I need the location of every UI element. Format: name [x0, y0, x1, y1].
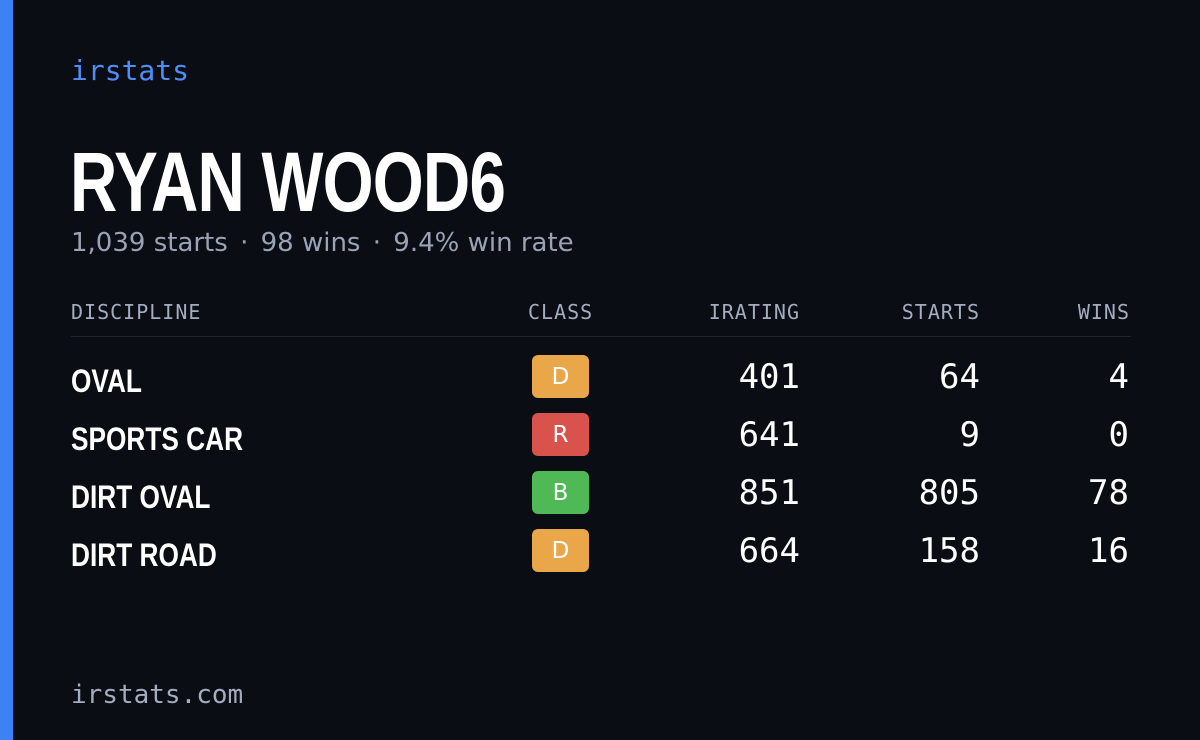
table-body: OVAL D 401 64 4 SPORTS CAR R 641 9 0 DIR…: [71, 337, 1131, 585]
table-header: DISCIPLINE CLASS IRATING STARTS WINS: [71, 296, 1131, 337]
irating-value: 401: [738, 357, 800, 397]
header-starts: STARTS: [901, 300, 980, 324]
header-wins: WINS: [1077, 300, 1130, 324]
table-row: DIRT OVAL B 851 805 78: [71, 469, 1131, 527]
discipline-name: OVAL: [71, 363, 142, 399]
table-row: OVAL D 401 64 4: [71, 353, 1131, 411]
stats-table: DISCIPLINE CLASS IRATING STARTS WINS OVA…: [71, 296, 1131, 585]
wins-value: 4: [1108, 357, 1129, 397]
table-row: SPORTS CAR R 641 9 0: [71, 411, 1131, 469]
class-badge: D: [532, 529, 589, 572]
accent-bar: [0, 0, 13, 740]
irating-value: 851: [738, 473, 800, 513]
wins-value: 16: [1088, 531, 1129, 571]
table-row: DIRT ROAD D 664 158 16: [71, 527, 1131, 585]
win-rate-summary: 9.4% win rate: [393, 228, 574, 258]
class-badge: D: [532, 355, 589, 398]
separator-dot: ·: [240, 228, 249, 258]
driver-name: RYAN WOOD6: [70, 135, 506, 229]
class-badge: R: [532, 413, 589, 456]
starts-value: 9: [959, 415, 980, 455]
discipline-name: DIRT OVAL: [71, 479, 211, 515]
starts-value: 158: [918, 531, 980, 571]
starts-summary: 1,039 starts: [71, 228, 228, 258]
header-irating: IRATING: [708, 300, 800, 324]
driver-summary: 1,039 starts · 98 wins · 9.4% win rate: [71, 228, 574, 258]
discipline-name: DIRT ROAD: [71, 537, 217, 573]
header-discipline: DISCIPLINE: [71, 300, 202, 324]
starts-value: 805: [918, 473, 980, 513]
class-badge: B: [532, 471, 589, 514]
header-class: CLASS: [528, 300, 594, 324]
separator-dot: ·: [372, 228, 382, 258]
wins-summary: 98 wins: [260, 228, 361, 258]
brand-logo-text: irstats: [71, 54, 190, 87]
irating-value: 664: [738, 531, 800, 571]
irating-value: 641: [738, 415, 800, 455]
starts-value: 64: [939, 357, 980, 397]
footer-url[interactable]: irstats.com: [71, 680, 244, 710]
wins-value: 78: [1088, 473, 1129, 513]
discipline-name: SPORTS CAR: [71, 421, 244, 457]
wins-value: 0: [1108, 415, 1129, 455]
